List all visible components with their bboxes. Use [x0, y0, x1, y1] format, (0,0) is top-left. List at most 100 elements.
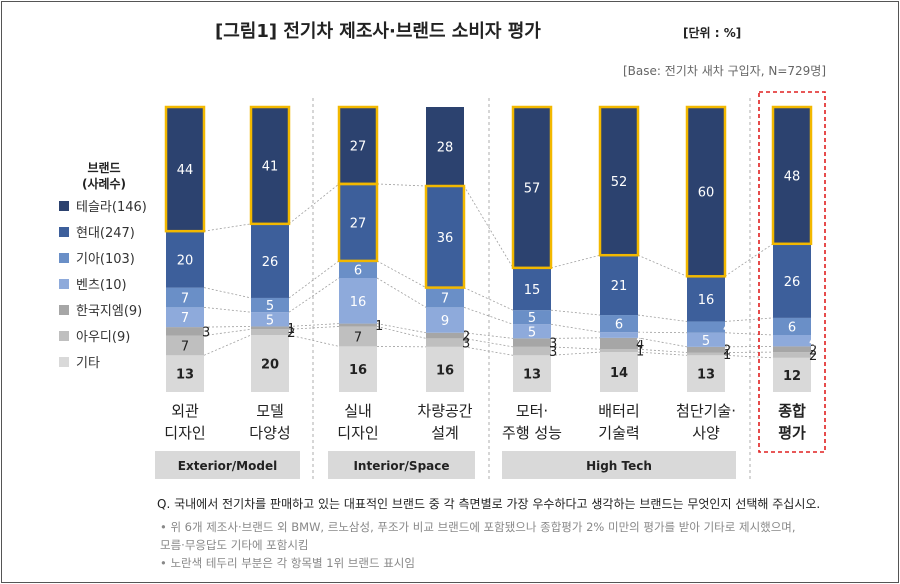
bar-segment	[687, 107, 725, 277]
data-label: 36	[437, 231, 454, 246]
footnote-3: • 노란색 테두리 부분은 각 항목별 1위 브랜드 표시임	[160, 556, 415, 570]
connector-line	[463, 332, 514, 339]
data-label: 13	[523, 368, 541, 383]
category-label: 모델	[256, 402, 284, 420]
data-label: 3	[202, 325, 210, 340]
category-label: 종합	[778, 402, 806, 420]
connector-line	[288, 323, 340, 327]
footnote-2: 모름·무응답도 기타에 포함시킴	[160, 538, 309, 552]
data-label: 2	[809, 343, 817, 358]
emphasis-box	[758, 91, 826, 453]
bar-segment	[339, 326, 377, 347]
bar-segment	[426, 186, 464, 288]
connector-lines	[203, 183, 774, 359]
connector-line	[288, 183, 340, 225]
category-label: 디자인	[164, 424, 205, 442]
category-label: 기술력	[598, 424, 639, 442]
bar-segment	[773, 346, 811, 353]
bar-segment	[251, 329, 289, 335]
bar-segment	[687, 352, 725, 356]
group-label-box	[502, 451, 736, 479]
connector-line	[724, 332, 774, 336]
data-label: 5	[266, 313, 274, 328]
data-label: 13	[176, 368, 194, 383]
connector-line	[637, 348, 688, 353]
category-label: 사양	[692, 424, 720, 442]
connector-line	[203, 326, 252, 328]
connector-line	[550, 323, 601, 333]
connector-line	[203, 223, 252, 232]
top-brand-highlight	[424, 184, 466, 289]
data-label: 5	[528, 311, 536, 326]
data-label: 27	[350, 216, 367, 231]
legend-title-line1: 브랜드	[87, 160, 120, 175]
unit-label: [단위 : %]	[683, 25, 741, 40]
top-brand-highlight	[771, 105, 813, 246]
connector-line	[288, 334, 340, 347]
connector-line	[203, 306, 252, 313]
bar-segment	[600, 107, 638, 256]
connector-line	[724, 317, 774, 322]
base-note: [Base: 전기차 새차 구입자, N=729명]	[623, 64, 826, 78]
data-label: 7	[181, 339, 189, 354]
data-label: 48	[784, 169, 801, 184]
connector-line	[550, 254, 601, 269]
bar-segment	[251, 335, 289, 392]
bar-segment	[600, 352, 638, 392]
legend-label: 기타	[76, 356, 100, 371]
bar-segment	[513, 107, 551, 268]
data-label: 20	[261, 358, 279, 373]
connector-line	[463, 346, 514, 356]
data-label: 2	[636, 329, 644, 344]
connector-line	[637, 351, 688, 356]
group-separators	[312, 98, 751, 482]
data-label: 6	[615, 318, 623, 333]
data-label: 4	[809, 335, 817, 350]
category-label: 첨단기술·	[676, 402, 736, 420]
data-label: 6	[354, 263, 362, 278]
bar-segment	[513, 338, 551, 347]
bar-segment	[600, 337, 638, 350]
data-label: 57	[524, 181, 541, 196]
category-label: 다양성	[249, 424, 290, 442]
bar-segment	[426, 332, 464, 339]
bar-segment	[513, 355, 551, 392]
connector-line	[463, 287, 514, 311]
legend-title-line2: (사례수)	[82, 176, 126, 191]
data-label: 26	[784, 275, 801, 290]
bar-segment	[166, 307, 204, 328]
connector-line	[637, 337, 688, 348]
connector-line	[288, 326, 340, 330]
connector-line	[376, 326, 427, 339]
top-brand-highlight	[249, 105, 291, 226]
data-label: 5	[528, 325, 536, 340]
legend-label: 테슬라(146)	[76, 200, 147, 215]
top-brand-highlight	[685, 105, 727, 278]
connector-line	[376, 323, 427, 334]
bar-segment	[600, 349, 638, 353]
bar-segment	[600, 332, 638, 338]
connector-line	[637, 254, 688, 277]
bar-segment	[166, 107, 204, 232]
group-label: High Tech	[586, 459, 652, 473]
data-label: 9	[441, 314, 449, 329]
data-label: 5	[266, 299, 274, 314]
data-label: 1	[723, 348, 731, 363]
category-label: 설계	[431, 424, 459, 442]
legend-label: 기아(103)	[76, 252, 135, 267]
data-label: 60	[698, 186, 715, 201]
data-label: 52	[611, 175, 628, 190]
bar-segment	[513, 310, 551, 325]
connector-line	[288, 260, 340, 299]
legend-label: 한국지엠(9)	[76, 304, 142, 319]
category-label: 차량공간	[417, 402, 472, 420]
data-label: 5	[702, 334, 710, 349]
connector-line	[550, 346, 601, 350]
data-label: 13	[697, 368, 715, 383]
data-label: 2	[723, 344, 731, 359]
data-label: 44	[177, 163, 194, 178]
connector-line	[203, 328, 252, 336]
